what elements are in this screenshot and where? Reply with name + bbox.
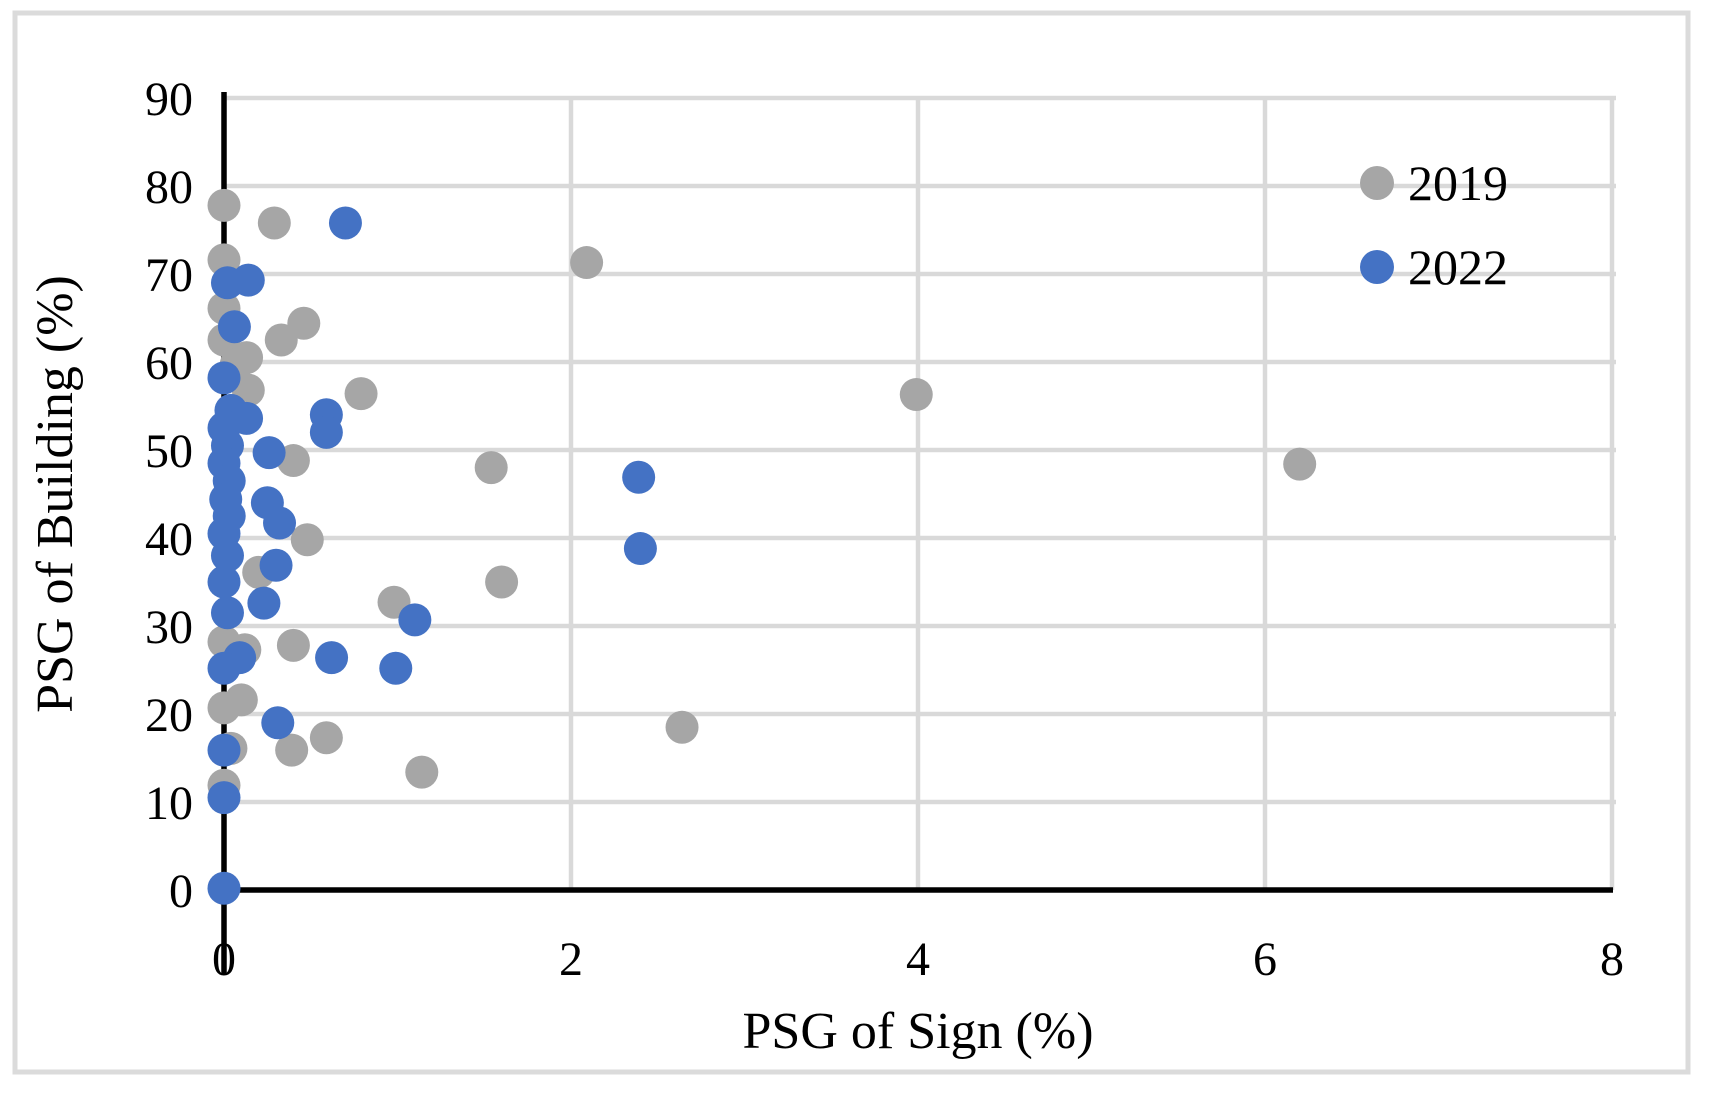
data-point-2022 xyxy=(210,596,244,630)
data-point-2022 xyxy=(315,641,349,675)
data-point-2022 xyxy=(231,263,265,297)
data-point-2019 xyxy=(344,377,378,411)
data-point-2022 xyxy=(207,565,241,599)
data-point-2019 xyxy=(276,628,310,662)
y-tick-label: 90 xyxy=(145,73,193,126)
data-point-2022 xyxy=(259,548,293,582)
data-point-2022 xyxy=(247,586,281,620)
data-point-2022 xyxy=(398,603,432,637)
data-point-2019 xyxy=(474,451,508,485)
data-point-2022 xyxy=(263,506,297,540)
y-tick-label: 30 xyxy=(145,601,193,654)
x-tick-label: 8 xyxy=(1600,933,1624,986)
data-point-2019 xyxy=(570,246,604,280)
data-point-2022 xyxy=(210,539,244,573)
data-point-2019 xyxy=(207,188,241,222)
x-tick-label: 4 xyxy=(906,933,930,986)
data-point-2022 xyxy=(207,651,241,685)
legend-label: 2022 xyxy=(1408,239,1508,295)
data-point-2019 xyxy=(665,710,699,744)
data-point-2019 xyxy=(309,721,343,755)
data-point-2022 xyxy=(623,532,657,566)
x-axis-title: PSG of Sign (%) xyxy=(742,1003,1093,1060)
data-point-2022 xyxy=(252,436,286,470)
y-axis-title: PSG of Building (%) xyxy=(27,275,84,713)
data-point-2019 xyxy=(287,306,321,340)
data-point-2019 xyxy=(290,523,324,557)
data-point-2022 xyxy=(217,310,251,344)
data-point-2022 xyxy=(207,361,241,395)
y-tick-label: 0 xyxy=(169,865,193,918)
data-point-2019 xyxy=(207,691,241,725)
data-point-2022 xyxy=(207,733,241,767)
data-point-2019 xyxy=(230,341,264,375)
y-tick-label: 20 xyxy=(145,689,193,742)
data-point-2022 xyxy=(207,781,241,815)
legend-marker-2019 xyxy=(1360,166,1394,200)
x-tick-label: 2 xyxy=(559,933,583,986)
data-point-2022 xyxy=(379,651,413,685)
data-point-2019 xyxy=(264,323,298,357)
x-tick-label: 6 xyxy=(1253,933,1277,986)
y-tick-label: 10 xyxy=(145,777,193,830)
data-point-2019 xyxy=(275,733,309,767)
data-point-2022 xyxy=(622,460,656,494)
data-point-2019 xyxy=(405,755,439,789)
data-point-2022 xyxy=(309,415,343,449)
data-point-2022 xyxy=(261,706,295,740)
data-point-2019 xyxy=(257,206,291,240)
legend-label: 2019 xyxy=(1408,155,1508,211)
data-point-2019 xyxy=(1283,447,1317,481)
y-tick-label: 80 xyxy=(145,161,193,214)
data-point-2022 xyxy=(207,871,241,905)
y-tick-label: 60 xyxy=(145,337,193,390)
figure-border xyxy=(12,10,1691,1075)
legend-marker-2022 xyxy=(1360,250,1394,284)
x-tick-label: 0 xyxy=(212,933,236,986)
y-tick-label: 50 xyxy=(145,425,193,478)
data-point-2022 xyxy=(328,206,362,240)
y-tick-label: 40 xyxy=(145,513,193,566)
data-point-2019 xyxy=(485,565,519,599)
y-tick-label: 70 xyxy=(145,249,193,302)
data-point-2019 xyxy=(899,378,933,412)
